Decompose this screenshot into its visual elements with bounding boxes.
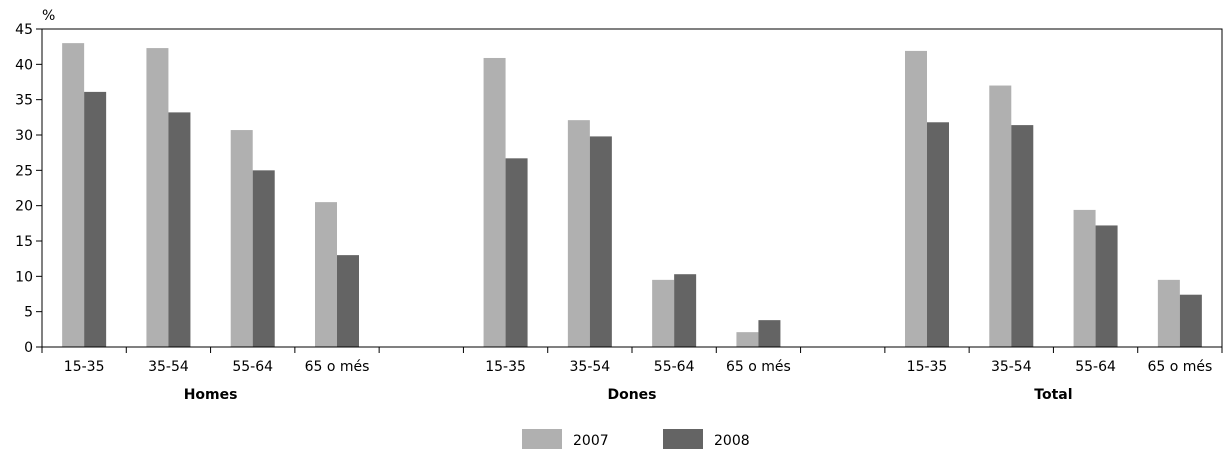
bar-dones-2008-3 xyxy=(674,274,697,347)
bar-homes-2007-1 xyxy=(62,43,85,348)
y-tick-label: 40 xyxy=(15,57,33,73)
legend-label-2007: 2007 xyxy=(573,433,609,449)
legend-swatch-2007 xyxy=(522,429,562,449)
bar-total-2008-1 xyxy=(927,122,949,347)
x-category-label: 15-35 xyxy=(485,359,526,375)
bar-total-2008-3 xyxy=(1095,225,1118,347)
bar-total-2007-3 xyxy=(1073,209,1096,347)
y-tick-label: 35 xyxy=(15,93,33,109)
y-tick-label: 0 xyxy=(24,340,33,356)
bar-homes-2007-2 xyxy=(146,48,169,347)
bar-total-2008-4 xyxy=(1179,294,1202,347)
bar-total-2007-1 xyxy=(905,50,927,347)
y-tick-label: 10 xyxy=(15,269,33,285)
x-category-label: 55-64 xyxy=(654,359,695,375)
x-category-label: 65 o més xyxy=(726,359,791,375)
plot-frame xyxy=(41,28,1223,348)
y-tick-label: 25 xyxy=(15,163,33,179)
bar-homes-2008-1 xyxy=(84,91,107,347)
x-group-label: Homes xyxy=(184,387,238,403)
y-tick-label: 30 xyxy=(15,128,33,144)
legend: 2007 2008 xyxy=(522,429,750,449)
bar-homes-2008-3 xyxy=(252,170,275,347)
bar-homes-2007-3 xyxy=(230,130,253,347)
bar-homes-2007-4 xyxy=(315,202,337,347)
legend-swatch-2008 xyxy=(663,429,703,449)
x-category-label: 55-64 xyxy=(1075,359,1116,375)
y-axis-unit-label: % xyxy=(42,8,55,24)
bar-dones-2008-1 xyxy=(505,158,528,347)
bar-total-2008-2 xyxy=(1011,125,1034,348)
bar-dones-2007-1 xyxy=(483,57,506,348)
y-axis: 0 5 10 15 20 25 30 35 40 45 xyxy=(15,22,42,356)
x-category-label: 65 o més xyxy=(1147,359,1212,375)
y-tick-label: 20 xyxy=(15,199,33,215)
y-tick-label: 5 xyxy=(24,305,33,321)
x-category-label: 55-64 xyxy=(232,359,273,375)
y-tick-label: 15 xyxy=(15,234,33,250)
x-category-label: 35-54 xyxy=(991,359,1032,375)
bar-dones-2007-3 xyxy=(652,279,675,347)
x-group-label: Total xyxy=(1034,387,1072,403)
x-axis: 15-35 35-54 55-64 65 o més Homes 15-35 35-54 55… xyxy=(41,347,1223,403)
bar-homes-2008-4 xyxy=(337,255,359,347)
x-category-label: 65 o més xyxy=(305,359,370,375)
y-tick-label: 45 xyxy=(15,22,33,38)
x-category-label: 35-54 xyxy=(148,359,189,375)
x-category-label: 15-35 xyxy=(64,359,105,375)
bar-dones-2007-2 xyxy=(567,120,590,347)
x-group-label: Dones xyxy=(607,387,656,403)
bar-homes-2008-2 xyxy=(168,112,191,348)
x-category-label: 35-54 xyxy=(570,359,611,375)
bar-total-2007-2 xyxy=(989,85,1012,348)
bar-total-2007-4 xyxy=(1157,279,1180,347)
legend-label-2008: 2008 xyxy=(714,433,750,449)
bar-dones-2008-4 xyxy=(758,320,781,347)
bar-dones-2008-2 xyxy=(589,136,612,347)
bar-dones-2007-4 xyxy=(736,332,759,347)
bars xyxy=(62,43,1202,348)
x-category-label: 15-35 xyxy=(907,359,948,375)
